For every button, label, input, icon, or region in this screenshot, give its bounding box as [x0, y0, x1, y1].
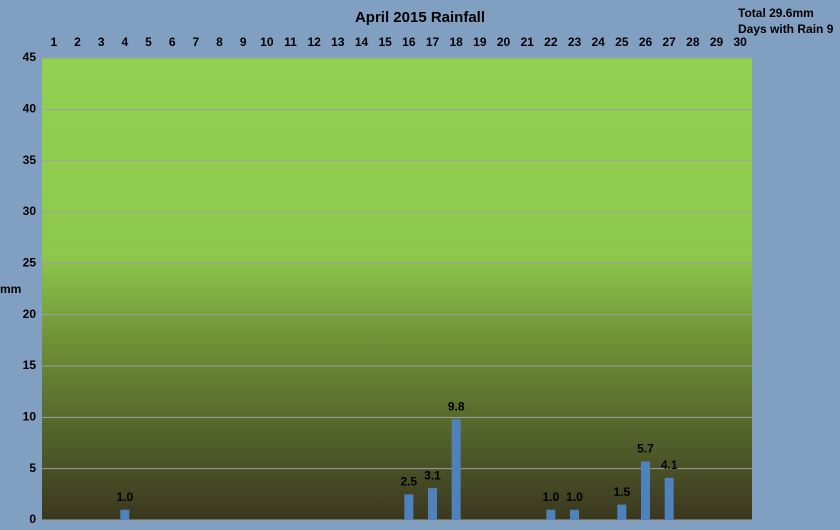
annotation: Total 29.6mm: [738, 6, 814, 20]
data-label: 4.1: [661, 458, 678, 472]
bar: [617, 504, 627, 520]
x-tick-label: 9: [240, 35, 247, 49]
bar: [404, 494, 414, 520]
y-axis-label: mm: [0, 282, 21, 296]
y-tick-label: 10: [23, 410, 37, 424]
x-tick-label: 14: [355, 35, 369, 49]
y-tick-label: 30: [23, 204, 37, 218]
x-tick-label: 1: [50, 35, 57, 49]
x-tick-label: 26: [639, 35, 653, 49]
x-tick-label: 22: [544, 35, 558, 49]
data-label: 2.5: [400, 475, 417, 489]
data-label: 5.7: [637, 442, 654, 456]
data-label: 1.5: [613, 485, 630, 499]
y-tick-label: 25: [23, 256, 37, 270]
x-tick-label: 19: [473, 35, 487, 49]
x-tick-label: 27: [662, 35, 676, 49]
x-tick-label: 29: [710, 35, 724, 49]
y-tick-label: 20: [23, 307, 37, 321]
x-tick-label: 3: [98, 35, 105, 49]
x-tick-label: 5: [145, 35, 152, 49]
x-tick-label: 7: [192, 35, 199, 49]
x-tick-label: 25: [615, 35, 629, 49]
x-tick-label: 21: [520, 35, 534, 49]
x-tick-label: 20: [497, 35, 511, 49]
x-tick-label: 4: [121, 35, 128, 49]
x-tick-label: 17: [426, 35, 440, 49]
x-tick-label: 28: [686, 35, 700, 49]
x-tick-label: 6: [169, 35, 176, 49]
x-tick-label: 16: [402, 35, 416, 49]
y-tick-label: 0: [29, 512, 36, 526]
bar: [664, 477, 674, 520]
y-tick-label: 35: [23, 153, 37, 167]
x-tick-label: 2: [74, 35, 81, 49]
plot-area: [42, 58, 752, 520]
chart-title: April 2015 Rainfall: [355, 9, 485, 26]
x-tick-label: 24: [591, 35, 605, 49]
y-tick-label: 15: [23, 358, 37, 372]
bar: [428, 488, 437, 520]
x-tick-label: 15: [378, 35, 392, 49]
y-tick-label: 45: [23, 50, 37, 64]
y-tick-label: 40: [23, 102, 37, 116]
bar: [546, 509, 556, 520]
data-label: 1.0: [116, 490, 133, 504]
x-tick-label: 23: [568, 35, 582, 49]
bar: [120, 509, 130, 520]
x-tick-label: 10: [260, 35, 274, 49]
x-tick-label: 30: [733, 35, 747, 49]
data-label: 1.0: [566, 490, 583, 504]
x-tick-label: 18: [449, 35, 463, 49]
data-label: 9.8: [448, 400, 465, 414]
bar: [570, 509, 579, 520]
annotation: Days with Rain 9: [738, 22, 834, 36]
bar: [641, 461, 650, 520]
x-tick-label: 13: [331, 35, 345, 49]
x-tick-label: 12: [307, 35, 321, 49]
data-label: 1.0: [542, 490, 559, 504]
x-tick-label: 8: [216, 35, 223, 49]
bar: [451, 419, 461, 520]
data-label: 3.1: [424, 468, 441, 482]
x-tick-label: 11: [284, 35, 297, 49]
y-tick-label: 5: [29, 461, 36, 475]
